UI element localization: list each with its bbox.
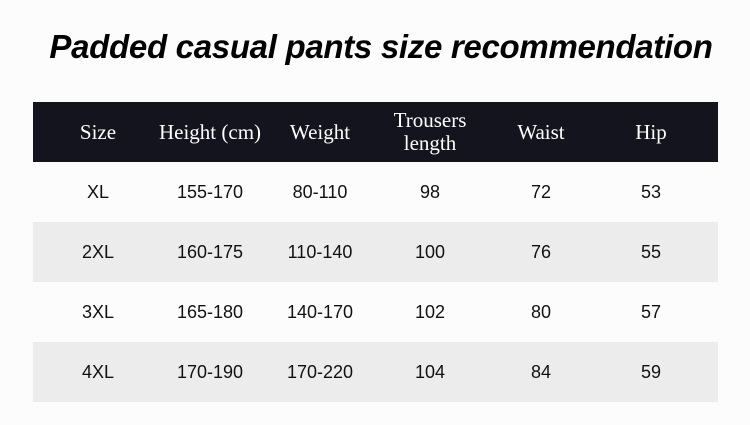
table-cell: 160-175 [176, 241, 244, 262]
size-table: Size Height (cm) Weight Trousers length Wais… [33, 102, 718, 402]
column-header: Hip [635, 119, 667, 144]
table-cell: 80-110 [292, 181, 348, 202]
table-cell: 110-140 [287, 241, 353, 262]
table-cell: 57 [640, 301, 662, 322]
table-cell: 170-190 [176, 361, 244, 382]
table-cell: 100 [414, 241, 446, 262]
column-header: Height (cm) [158, 119, 262, 144]
table-cell: 55 [640, 241, 662, 262]
page-title: Padded casual pants size recommendation [49, 28, 713, 65]
table-cell: 4XL [81, 361, 115, 382]
table-cell: 104 [414, 361, 446, 382]
column-header: Size [79, 119, 117, 144]
table-cell: 155-170 [176, 181, 244, 202]
table-cell: 3XL [81, 301, 115, 322]
table-row: 4XL 170-190 170-220 104 84 59 [33, 342, 718, 402]
table-cell: 98 [419, 181, 441, 202]
column-header: Trousers length [393, 108, 467, 155]
table-row: 2XL 160-175 110-140 100 76 55 [33, 222, 718, 282]
column-header: Waist [517, 119, 565, 144]
table-cell: 84 [530, 361, 552, 382]
table-header: Size Height (cm) Weight Trousers length Wais… [33, 102, 718, 162]
table-cell: 102 [414, 301, 446, 322]
table-cell: 53 [640, 181, 662, 202]
table-cell: 140-170 [286, 301, 354, 322]
table-cell: 76 [530, 241, 552, 262]
table-cell: 59 [640, 361, 662, 382]
table-cell: 170-220 [286, 361, 354, 382]
table-cell: 2XL [81, 241, 115, 262]
table-cell: 80 [530, 301, 552, 322]
table-row: XL 155-170 80-110 98 72 53 [33, 162, 718, 222]
table-cell: 72 [530, 181, 552, 202]
column-header: Weight [289, 119, 351, 144]
table-cell: XL [86, 181, 110, 202]
table-cell: 165-180 [176, 301, 244, 322]
table-row: 3XL 165-180 140-170 102 80 57 [33, 282, 718, 342]
